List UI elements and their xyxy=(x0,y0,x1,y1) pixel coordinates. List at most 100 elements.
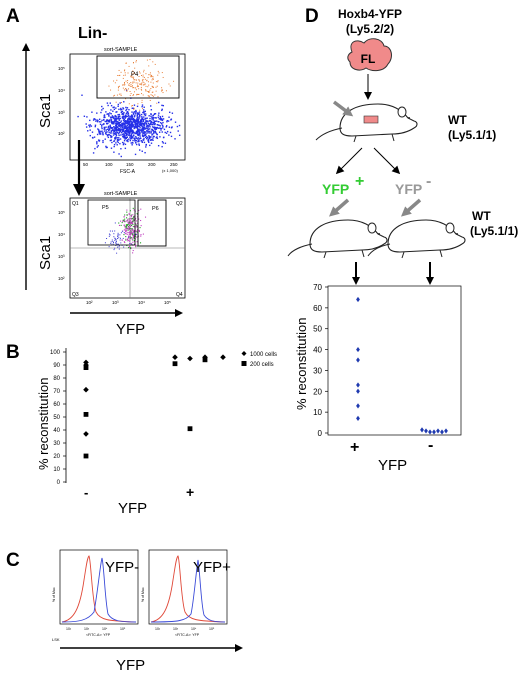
flow-dot xyxy=(131,111,133,113)
flow-dot xyxy=(131,243,133,245)
b-point-1000-cells xyxy=(172,354,178,360)
b-xtick-minus: - xyxy=(84,485,88,500)
flow-dot xyxy=(143,133,146,135)
flow-dot xyxy=(164,142,167,144)
flow-dot xyxy=(141,122,144,124)
flow-dot xyxy=(135,135,137,138)
flow-dot xyxy=(111,116,114,118)
flow-dot xyxy=(97,119,99,122)
flow-dot xyxy=(150,113,152,115)
fetal-liver-icon xyxy=(347,38,392,72)
flow-dot xyxy=(148,120,151,122)
flow-dot xyxy=(131,218,133,220)
flow-dot xyxy=(144,78,146,80)
b-tick-label: 80 xyxy=(53,376,60,382)
flow-dot xyxy=(123,220,125,222)
flow-dot xyxy=(112,127,114,129)
flow-dot xyxy=(134,139,136,141)
flow-dot xyxy=(136,127,139,129)
flow-dot xyxy=(137,134,140,137)
flow-dot xyxy=(149,136,151,138)
flow-dot xyxy=(105,111,107,113)
flow-dot xyxy=(134,142,137,144)
flow-dot xyxy=(162,121,164,124)
flow-dot xyxy=(134,123,136,126)
flow-dot xyxy=(150,142,153,144)
flow-dot xyxy=(121,102,123,104)
flow-dot xyxy=(116,117,118,119)
flow-dot xyxy=(131,228,134,230)
flow-dot xyxy=(133,87,135,89)
flow-dot xyxy=(101,130,103,132)
flow-dot xyxy=(133,239,136,242)
flow-dot xyxy=(133,119,135,122)
flow-dot xyxy=(125,134,128,136)
flow-dot xyxy=(148,74,150,76)
flow-dot xyxy=(123,225,125,227)
flow-dot xyxy=(106,120,108,122)
flow-top-xtick: 200 xyxy=(148,162,156,167)
flow-dot xyxy=(115,136,117,138)
flow-dot xyxy=(144,114,147,117)
flow-dot xyxy=(142,118,145,121)
flow-dot xyxy=(121,128,123,130)
flow-dot xyxy=(124,72,126,74)
flow-dot xyxy=(140,131,143,133)
flow-dot xyxy=(119,121,121,124)
flow-dot xyxy=(113,129,116,131)
flow-dot xyxy=(154,94,156,96)
flow-dot xyxy=(131,73,133,75)
flow-dot xyxy=(131,115,134,117)
flow-dot xyxy=(128,221,130,223)
flow-dot xyxy=(146,59,148,61)
flow-dot xyxy=(131,228,133,230)
flow-dot xyxy=(126,90,128,92)
flow-dot xyxy=(103,116,105,119)
flow-dot xyxy=(146,132,148,134)
flow-dot xyxy=(123,120,126,123)
flow-dot xyxy=(143,134,145,137)
flow-dot xyxy=(136,138,139,140)
flow-dot xyxy=(126,126,129,129)
flow-dot xyxy=(129,243,131,245)
flow-dot xyxy=(160,122,162,124)
flow-dot xyxy=(129,224,131,226)
flow-dot xyxy=(140,208,142,210)
flow-dot xyxy=(115,244,117,246)
flow-dot xyxy=(137,120,139,122)
flow-dot xyxy=(114,222,116,224)
flow-dot xyxy=(123,220,125,223)
flow-dot xyxy=(128,126,130,128)
flow-dot xyxy=(131,76,133,78)
flow-dot xyxy=(132,81,134,83)
flow-dot xyxy=(126,129,129,132)
flow-dot xyxy=(134,226,136,228)
flow-dot xyxy=(130,142,132,144)
flow-dot xyxy=(105,145,107,148)
flow-dot xyxy=(153,120,156,122)
flow-dot xyxy=(122,113,124,116)
flow-dot xyxy=(141,127,144,130)
flow-dot xyxy=(148,130,151,133)
flow-dot xyxy=(151,94,153,96)
b-tick-label: 40 xyxy=(53,428,60,434)
flow-dot xyxy=(124,134,126,137)
flow-dot xyxy=(122,122,124,125)
flow-dot xyxy=(125,228,127,230)
flow-dot xyxy=(110,120,112,122)
hist1-xtick: 10⁴ xyxy=(102,627,108,631)
flow-dot xyxy=(138,140,140,143)
flow-dot xyxy=(132,232,134,234)
flow-dot xyxy=(145,90,147,92)
flow-dot xyxy=(116,120,119,123)
flow-dot xyxy=(122,77,124,79)
flow-bottom-ytick: 10³ xyxy=(58,254,65,259)
flow-dot xyxy=(115,117,117,120)
flow-dot xyxy=(97,129,100,131)
flow-dot xyxy=(132,112,135,114)
flow-dot xyxy=(104,120,106,123)
flow-dot xyxy=(125,236,127,238)
flow-dot xyxy=(102,123,104,126)
flow-dot xyxy=(162,142,164,144)
flow-dot xyxy=(105,131,107,133)
